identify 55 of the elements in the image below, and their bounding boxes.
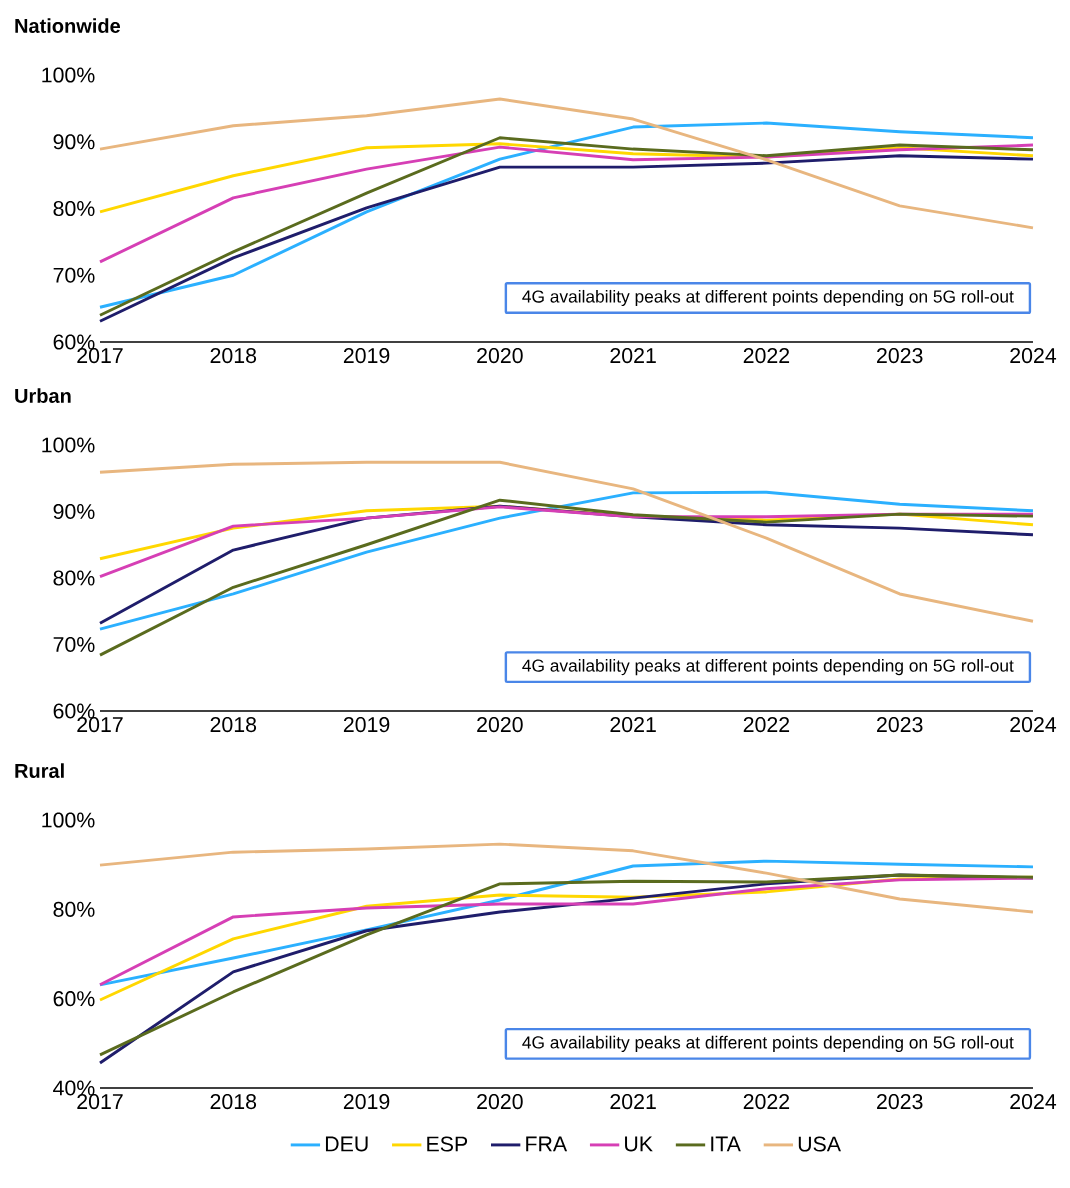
legend-label: USA xyxy=(798,1136,841,1152)
y-tick-label: 80% xyxy=(53,200,95,217)
y-tick-label: 80% xyxy=(53,901,95,917)
line-series xyxy=(98,842,1035,914)
y-tick-label: 100% xyxy=(42,437,95,453)
legend-label: ITA xyxy=(711,1136,741,1152)
legend-label: FRA xyxy=(526,1136,568,1152)
x-tick-label: 2018 xyxy=(210,348,257,364)
y-tick-label: 70% xyxy=(53,267,95,283)
x-tick-label: 2021 xyxy=(610,1094,656,1110)
chart-title: Rural xyxy=(15,763,64,778)
legend-label: DEU xyxy=(325,1136,368,1152)
x-tick-label: 2020 xyxy=(477,1094,523,1110)
x-tick-label: 2019 xyxy=(343,348,390,364)
x-tick-label: 2020 xyxy=(477,717,523,733)
x-tick-label: 2023 xyxy=(877,1094,923,1110)
x-tick-label: 2024 xyxy=(1010,348,1057,364)
y-tick-label: 90% xyxy=(53,503,95,520)
chart-title: Urban xyxy=(15,388,71,403)
x-tick-label: 2019 xyxy=(343,717,390,733)
annotation: 4G availability peaks at different points depending on 5G roll-out xyxy=(522,289,1014,307)
y-tick-label: 60% xyxy=(53,334,95,350)
x-tick-label: 2022 xyxy=(743,1094,790,1110)
y-tick-label: 40% xyxy=(53,1080,95,1096)
x-tick-label: 2022 xyxy=(743,717,790,733)
legend-label: UK xyxy=(625,1136,653,1152)
legend-label: ESP xyxy=(427,1136,468,1152)
annotation: 4G availability peaks at different points depending on 5G roll-out xyxy=(522,1035,1014,1052)
x-tick-label: 2021 xyxy=(610,348,656,364)
x-tick-label: 2017 xyxy=(77,348,123,364)
x-tick-label: 2021 xyxy=(610,717,656,733)
x-tick-label: 2018 xyxy=(210,1094,257,1110)
x-tick-label: 2022 xyxy=(743,348,790,364)
line-series xyxy=(98,143,1035,264)
x-tick-label: 2023 xyxy=(877,348,923,364)
y-tick-label: 60% xyxy=(53,703,95,719)
chart-title: Nationwide xyxy=(15,18,121,33)
x-tick-label: 2024 xyxy=(1010,717,1057,733)
x-tick-label: 2020 xyxy=(477,348,523,364)
line-series xyxy=(98,498,1035,657)
line-series xyxy=(98,460,1035,623)
y-tick-label: 80% xyxy=(53,570,95,586)
x-tick-label: 2017 xyxy=(77,717,123,733)
y-tick-label: 60% xyxy=(53,991,95,1007)
y-tick-label: 100% xyxy=(42,67,95,83)
x-tick-label: 2024 xyxy=(1010,1094,1057,1110)
y-tick-label: 100% xyxy=(42,812,95,828)
x-tick-label: 2023 xyxy=(877,717,923,733)
annotation: 4G availability peaks at different points depending on 5G roll-out xyxy=(522,659,1014,676)
x-tick-label: 2018 xyxy=(210,717,257,733)
x-tick-label: 2019 xyxy=(343,1094,390,1110)
x-tick-label: 2017 xyxy=(77,1094,123,1110)
y-tick-label: 70% xyxy=(53,636,95,653)
y-tick-label: 90% xyxy=(53,134,95,150)
line-series xyxy=(98,97,1035,230)
